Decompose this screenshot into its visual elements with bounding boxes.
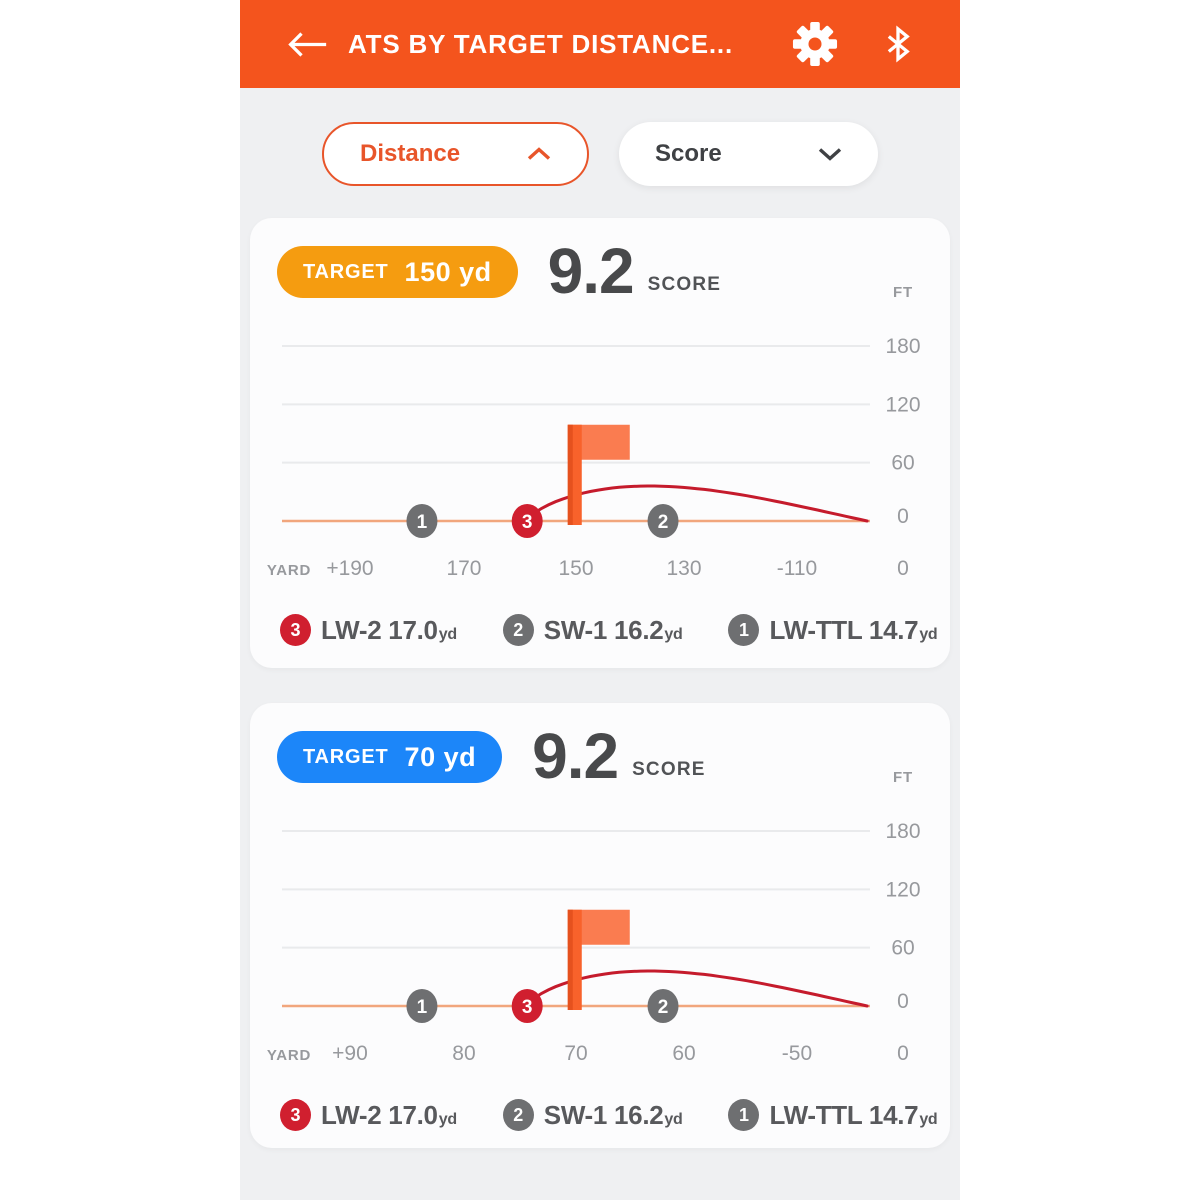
svg-text:1: 1 xyxy=(417,997,428,1018)
y-tick-label: 0 xyxy=(897,505,909,528)
distance-filter-label: Distance xyxy=(360,140,461,167)
legend-item-sw-1: 2 SW-1 16.2yd xyxy=(502,1099,683,1131)
legend-label: LW-TTL 14.7yd xyxy=(769,614,938,645)
y-tick-label: 60 xyxy=(891,452,914,475)
score-label: SCORE xyxy=(647,274,722,295)
shot-marker-2[interactable]: 2 xyxy=(647,989,679,1023)
target-badge: TARGET 70 yd xyxy=(277,731,503,783)
shot-marker-1[interactable]: 1 xyxy=(406,504,438,538)
legend-label: SW-1 16.2yd xyxy=(543,1099,683,1130)
x-tick-label: +90 xyxy=(332,1042,368,1065)
y-tick-label: 180 xyxy=(885,820,920,843)
legend-unit: yd xyxy=(919,1110,938,1128)
x-tick-label: 150 xyxy=(558,557,593,580)
legend-unit: yd xyxy=(438,1110,457,1128)
chevron-down-icon xyxy=(818,148,842,161)
flag-pole-edge xyxy=(567,909,573,1010)
legend-marker-1: 1 xyxy=(728,614,760,646)
target-card-150yd: TARGET 150 yd 9.2 SCORE 180 120 60 0 FT YARD +… xyxy=(250,218,950,668)
settings-button[interactable] xyxy=(792,21,838,67)
chart-legend: 3 LW-2 17.0yd 2 SW-1 16.2yd 1 LW-TTL 14.7yd xyxy=(280,614,938,646)
legend-unit: yd xyxy=(919,625,938,643)
bluetooth-icon xyxy=(878,21,918,67)
x-tick-label: 70 xyxy=(564,1042,587,1065)
target-badge-label: TARGET xyxy=(303,745,389,768)
legend-marker-3: 3 xyxy=(280,1099,311,1131)
trajectory-chart[interactable]: 180 120 60 0 FT YARD +190 170 150 130 -110 0 1 3 2 xyxy=(267,278,950,580)
score-filter-button[interactable]: Score xyxy=(619,122,878,186)
legend-item-sw-1: 2 SW-1 16.2yd xyxy=(502,614,683,646)
shot-marker-3[interactable]: 3 xyxy=(511,504,543,538)
x-tick-label: 60 xyxy=(672,1042,695,1065)
x-tick-label: -50 xyxy=(782,1042,812,1065)
filter-bar: Distance Score xyxy=(240,122,960,186)
legend-item-lw-ttl: 1 LW-TTL 14.7yd xyxy=(728,1099,938,1131)
legend-item-lw-2: 3 LW-2 17.0yd xyxy=(280,614,457,646)
target-card-70yd: TARGET 70 yd 9.2 SCORE 180 120 60 0 FT YARD +9… xyxy=(250,703,950,1148)
back-arrow-icon xyxy=(286,29,328,60)
score-value: 9.2 xyxy=(532,720,619,792)
x-tick-label: 80 xyxy=(452,1042,475,1065)
legend-label: LW-TTL 14.7yd xyxy=(769,1099,938,1130)
shot-trajectory-curve xyxy=(525,484,869,523)
x-tick-label: 170 xyxy=(446,557,481,580)
target-badge-value: 150 yd xyxy=(404,256,492,287)
svg-text:2: 2 xyxy=(658,512,669,533)
y-tick-label: 120 xyxy=(885,393,920,416)
x-axis-unit-label: YARD xyxy=(267,1047,311,1064)
page-title: ATS BY TARGET DISTANCE... xyxy=(348,28,733,59)
x-axis-unit-label: YARD xyxy=(267,562,311,579)
y-tick-label: 120 xyxy=(885,878,920,901)
bluetooth-button[interactable] xyxy=(878,21,918,67)
chart-legend: 3 LW-2 17.0yd 2 SW-1 16.2yd 1 LW-TTL 14.7yd xyxy=(280,1099,938,1131)
legend-unit: yd xyxy=(664,625,683,643)
legend-label: LW-2 17.0yd xyxy=(321,614,457,645)
chevron-up-icon xyxy=(527,147,551,160)
legend-label: LW-2 17.0yd xyxy=(321,1099,457,1130)
card-header: TARGET 70 yd 9.2 SCORE xyxy=(277,720,706,792)
app-header: ATS BY TARGET DISTANCE... xyxy=(240,0,960,88)
gear-icon xyxy=(792,21,838,67)
x-tick-label: 0 xyxy=(897,1042,909,1065)
app-viewport: ATS BY TARGET DISTANCE... xyxy=(240,0,960,1200)
score-label: SCORE xyxy=(632,759,706,780)
x-tick-label: 0 xyxy=(897,557,909,580)
distance-filter-button[interactable]: Distance xyxy=(322,122,589,186)
y-tick-label: 0 xyxy=(897,990,909,1013)
legend-marker-3: 3 xyxy=(280,614,311,646)
svg-text:3: 3 xyxy=(522,997,533,1018)
card-header: TARGET 150 yd 9.2 SCORE xyxy=(277,235,722,307)
flag-pole-edge xyxy=(567,424,573,525)
svg-text:3: 3 xyxy=(522,512,533,533)
legend-unit: yd xyxy=(664,1110,683,1128)
target-badge: TARGET 150 yd xyxy=(277,246,518,298)
legend-label: SW-1 16.2yd xyxy=(543,614,683,645)
y-axis-unit-label: FT xyxy=(893,769,913,786)
y-tick-label: 60 xyxy=(891,937,914,960)
shot-trajectory-curve xyxy=(525,969,869,1008)
legend-unit: yd xyxy=(438,625,457,643)
x-tick-label: -110 xyxy=(777,557,817,580)
legend-item-lw-2: 3 LW-2 17.0yd xyxy=(280,1099,457,1131)
legend-marker-2: 2 xyxy=(502,614,534,646)
legend-marker-2: 2 xyxy=(502,1099,534,1131)
legend-marker-1: 1 xyxy=(728,1099,760,1131)
trajectory-chart[interactable]: 180 120 60 0 FT YARD +90 80 70 60 -50 0 1 3 2 xyxy=(267,763,950,1065)
score-filter-label: Score xyxy=(655,140,722,167)
legend-item-lw-ttl: 1 LW-TTL 14.7yd xyxy=(728,614,938,646)
score-value: 9.2 xyxy=(547,235,635,307)
x-tick-label: +190 xyxy=(326,557,373,580)
shot-marker-3[interactable]: 3 xyxy=(511,989,543,1023)
shot-marker-1[interactable]: 1 xyxy=(406,989,438,1023)
y-tick-label: 180 xyxy=(885,335,920,358)
y-axis-unit-label: FT xyxy=(893,284,913,301)
x-tick-label: 130 xyxy=(666,557,701,580)
svg-text:1: 1 xyxy=(417,512,428,533)
target-badge-label: TARGET xyxy=(303,260,389,283)
svg-text:2: 2 xyxy=(658,997,669,1018)
shot-marker-2[interactable]: 2 xyxy=(647,504,679,538)
target-badge-value: 70 yd xyxy=(404,741,477,772)
back-button[interactable] xyxy=(286,29,328,60)
